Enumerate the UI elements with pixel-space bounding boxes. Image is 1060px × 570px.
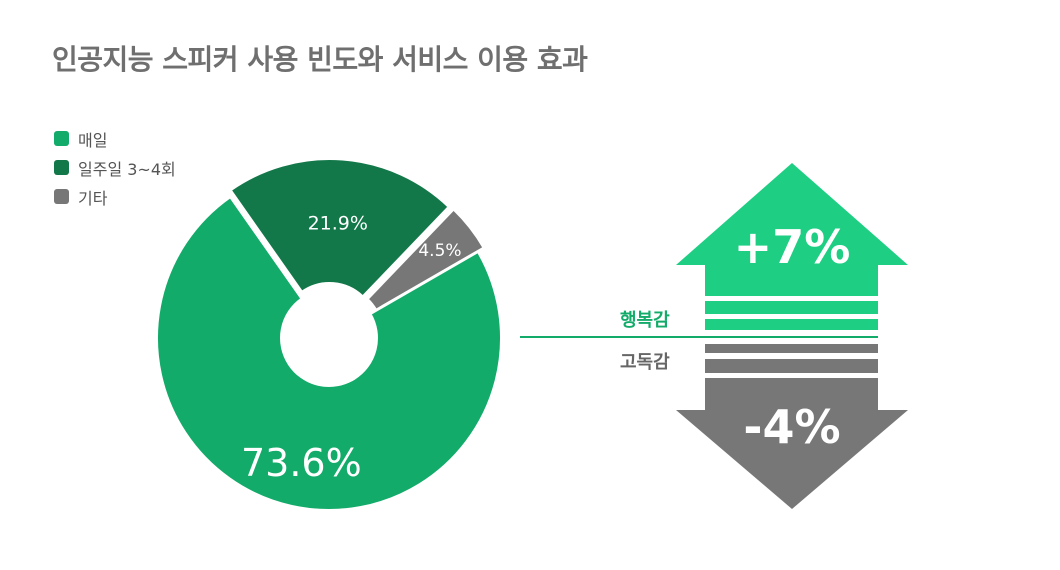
legend: 매일 일주일 3~4회 기타 xyxy=(54,124,176,211)
legend-swatch-daily xyxy=(54,131,69,146)
down-stripe-1 xyxy=(705,344,878,353)
happiness-label: 행복감 xyxy=(620,310,670,331)
down-stripe-2 xyxy=(705,359,878,373)
slice-daily xyxy=(156,195,502,511)
happiness-value: +7% xyxy=(733,220,851,274)
legend-swatch-weekly xyxy=(54,160,69,175)
slice-label-other: 4.5% xyxy=(418,241,461,261)
slice-other xyxy=(366,208,485,312)
up-stripe-1 xyxy=(705,301,878,314)
legend-label-weekly: 일주일 3~4회 xyxy=(78,159,176,179)
slice-weekly xyxy=(229,158,450,298)
legend-item-other: 기타 xyxy=(54,182,176,211)
up-stripe-2 xyxy=(705,319,878,330)
loneliness-label: 고독감 xyxy=(620,352,670,373)
chart-title: 인공지능 스피커 사용 빈도와 서비스 이용 효과 xyxy=(52,43,588,76)
legend-label-daily: 매일 xyxy=(78,130,108,150)
legend-swatch-other xyxy=(54,189,69,204)
up-arrow xyxy=(676,163,908,296)
slice-label-weekly: 21.9% xyxy=(308,212,368,234)
down-arrow xyxy=(676,378,908,509)
loneliness-value: -4% xyxy=(743,400,841,454)
legend-item-daily: 매일 xyxy=(54,124,176,153)
legend-label-other: 기타 xyxy=(78,188,108,208)
slice-label-daily: 73.6% xyxy=(241,441,362,485)
legend-item-weekly: 일주일 3~4회 xyxy=(54,153,176,182)
